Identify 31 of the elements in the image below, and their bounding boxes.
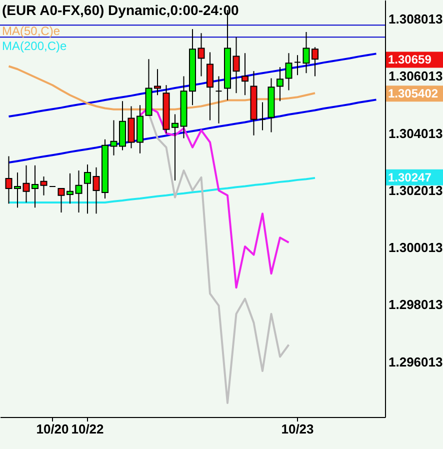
candlestick [285,52,292,91]
line-series [8,176,316,204]
y-tick-label: 1.298013 [388,297,443,312]
text: 1.30659 [388,52,432,67]
candlestick [206,52,214,121]
chart-title: (EUR A0-FX,60) Dynamic,0:00-24:00 [2,2,240,18]
text: MA(50,C)e [2,24,60,38]
y-tick-label: 1.296013 [388,354,443,370]
y-tick-label: 1.308013 [388,12,443,27]
candlestick [232,36,240,94]
y-tick-label: 1.300013 [388,240,443,256]
text: 1.305402 [388,86,438,101]
line-series [8,52,378,118]
x-tick-label: 10/23 [281,422,314,436]
y-tick-label: 1.302013 [388,182,443,198]
candlestick [198,32,205,77]
x-tick-label: 10/20 [36,422,69,436]
candlestick [294,54,301,76]
candlestick [75,170,82,213]
candlestick [242,52,248,96]
y-tick-label: 1.304013 [388,126,443,141]
candlestick [259,102,266,131]
text: MA(200,C)e [2,39,68,53]
y-tick-label: 1.306013 [388,68,443,84]
candlestick [40,176,48,196]
x-tick-label: 10/22 [71,422,104,436]
candlestick [215,76,222,124]
line-series [8,98,378,164]
candlestick [84,164,91,214]
text: 1.30247 [388,170,432,184]
line-series [8,65,316,110]
